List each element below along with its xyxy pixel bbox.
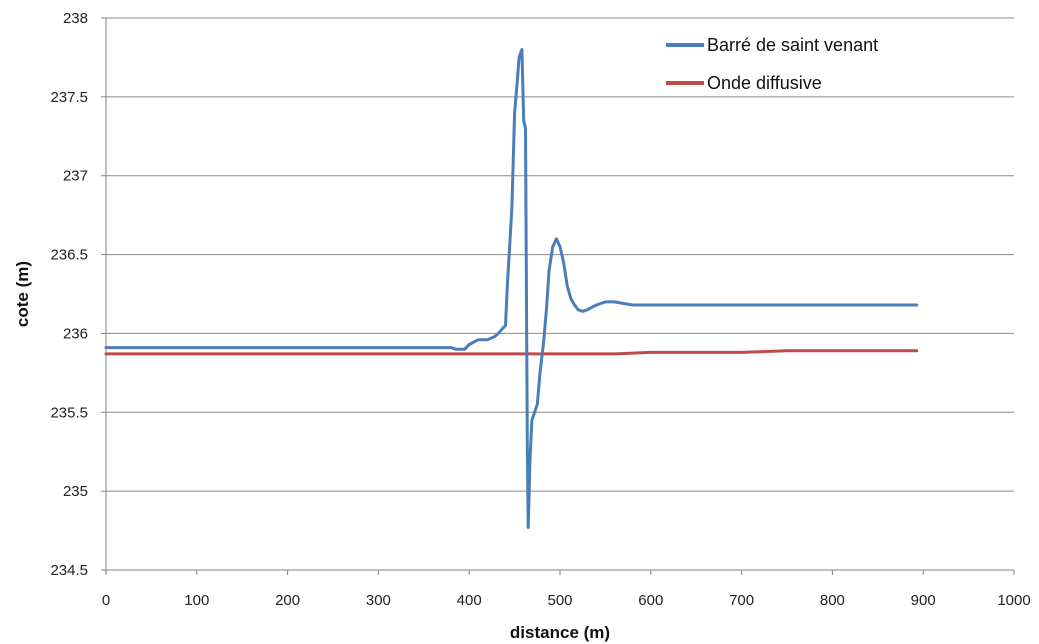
y-tick-label: 236 [63,325,88,342]
series-lines [104,48,919,529]
y-tick-label: 238 [63,10,88,27]
x-tick-label: 400 [457,592,482,609]
y-tick-label: 237.5 [50,89,88,106]
axes [105,18,1014,571]
legend-entry-onde-diffusive: Onde diffusive [666,73,822,93]
y-tick-label: 235.5 [50,404,88,421]
legend-entry-barre-de-saint-venant: Barré de saint venant [666,35,878,55]
y-tick-label: 234.5 [50,562,88,579]
x-tick-label: 0 [102,592,110,609]
y-tick-label: 235 [63,483,88,500]
legend-label-barre-de-saint-venant: Barré de saint venant [707,35,878,55]
x-tick-label: 700 [729,592,754,609]
x-axis-title: distance (m) [510,623,610,642]
y-tick-label: 236.5 [50,247,88,264]
x-tick-label: 900 [911,592,936,609]
gridlines [101,17,1015,575]
y-axis-title: cote (m) [13,261,32,327]
x-tick-label: 300 [366,592,391,609]
legend-label-onde-diffusive: Onde diffusive [707,73,822,93]
x-tick-labels: 0 100 200 300 400 500 600 700 800 900 1000 [102,592,1031,609]
x-tick-label: 100 [184,592,209,609]
series-line-barre-de-saint-venant [104,48,919,529]
y-tick-label: 237 [63,168,88,185]
x-tick-label: 800 [820,592,845,609]
x-tick-label: 1000 [997,592,1030,609]
x-tick-label: 200 [275,592,300,609]
x-tick-label: 600 [638,592,663,609]
legend: Barré de saint venant Onde diffusive [666,35,878,93]
x-tick-label: 500 [547,592,572,609]
y-tick-labels: 234.5 235 235.5 236 236.5 237 237.5 238 [50,10,88,579]
series-line-onde-diffusive [104,349,919,356]
